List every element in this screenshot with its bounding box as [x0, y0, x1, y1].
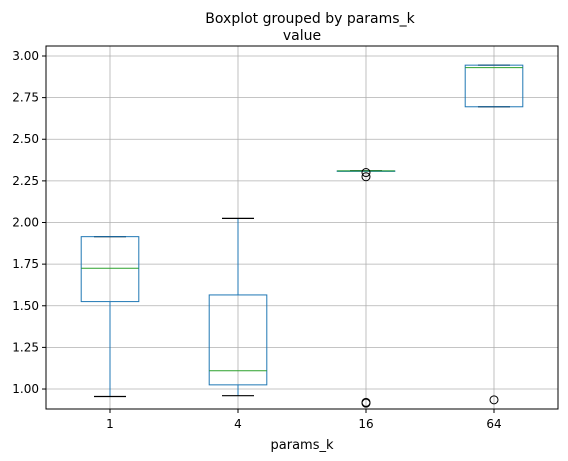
- x-axis-label: params_k: [271, 438, 334, 453]
- y-tick-label: 1.75: [12, 257, 39, 271]
- x-tick-label: 1: [106, 417, 114, 431]
- x-tick-label: 64: [486, 417, 501, 431]
- iqr-box: [80, 236, 140, 303]
- y-tick-label: 2.75: [12, 91, 39, 105]
- y-tick-label: 2.00: [12, 216, 39, 230]
- y-tick-label: 3.00: [12, 49, 39, 63]
- box-group-16: [336, 168, 396, 408]
- box-group-64: [464, 64, 524, 405]
- chart-title: value: [283, 28, 321, 44]
- plot-frame: [45, 45, 559, 410]
- x-tick-label: 4: [234, 417, 242, 431]
- iqr-box: [464, 64, 524, 108]
- y-tick-label: 2.50: [12, 132, 39, 146]
- outlier-point: [361, 168, 371, 178]
- x-tick-label: 16: [358, 417, 373, 431]
- outlier-point: [361, 397, 371, 407]
- ticks: 1.00 1.25 1.50 1.75 2.00 2.25 2.50 2.75 3.00 1 4 16…: [12, 49, 501, 431]
- y-tick-label: 1.50: [12, 299, 39, 313]
- y-tick-label: 1.00: [12, 382, 39, 396]
- chart-suptitle: Boxplot grouped by params_k: [205, 11, 415, 27]
- outlier-point: [489, 395, 499, 405]
- box-group-1: [80, 236, 140, 398]
- y-tick-label: 2.25: [12, 174, 39, 188]
- outlier-point: [361, 172, 371, 182]
- boxes: [80, 64, 524, 408]
- iqr-box: [208, 294, 268, 386]
- grid: [46, 46, 558, 409]
- y-tick-label: 1.25: [12, 340, 39, 354]
- box-group-4: [208, 217, 268, 397]
